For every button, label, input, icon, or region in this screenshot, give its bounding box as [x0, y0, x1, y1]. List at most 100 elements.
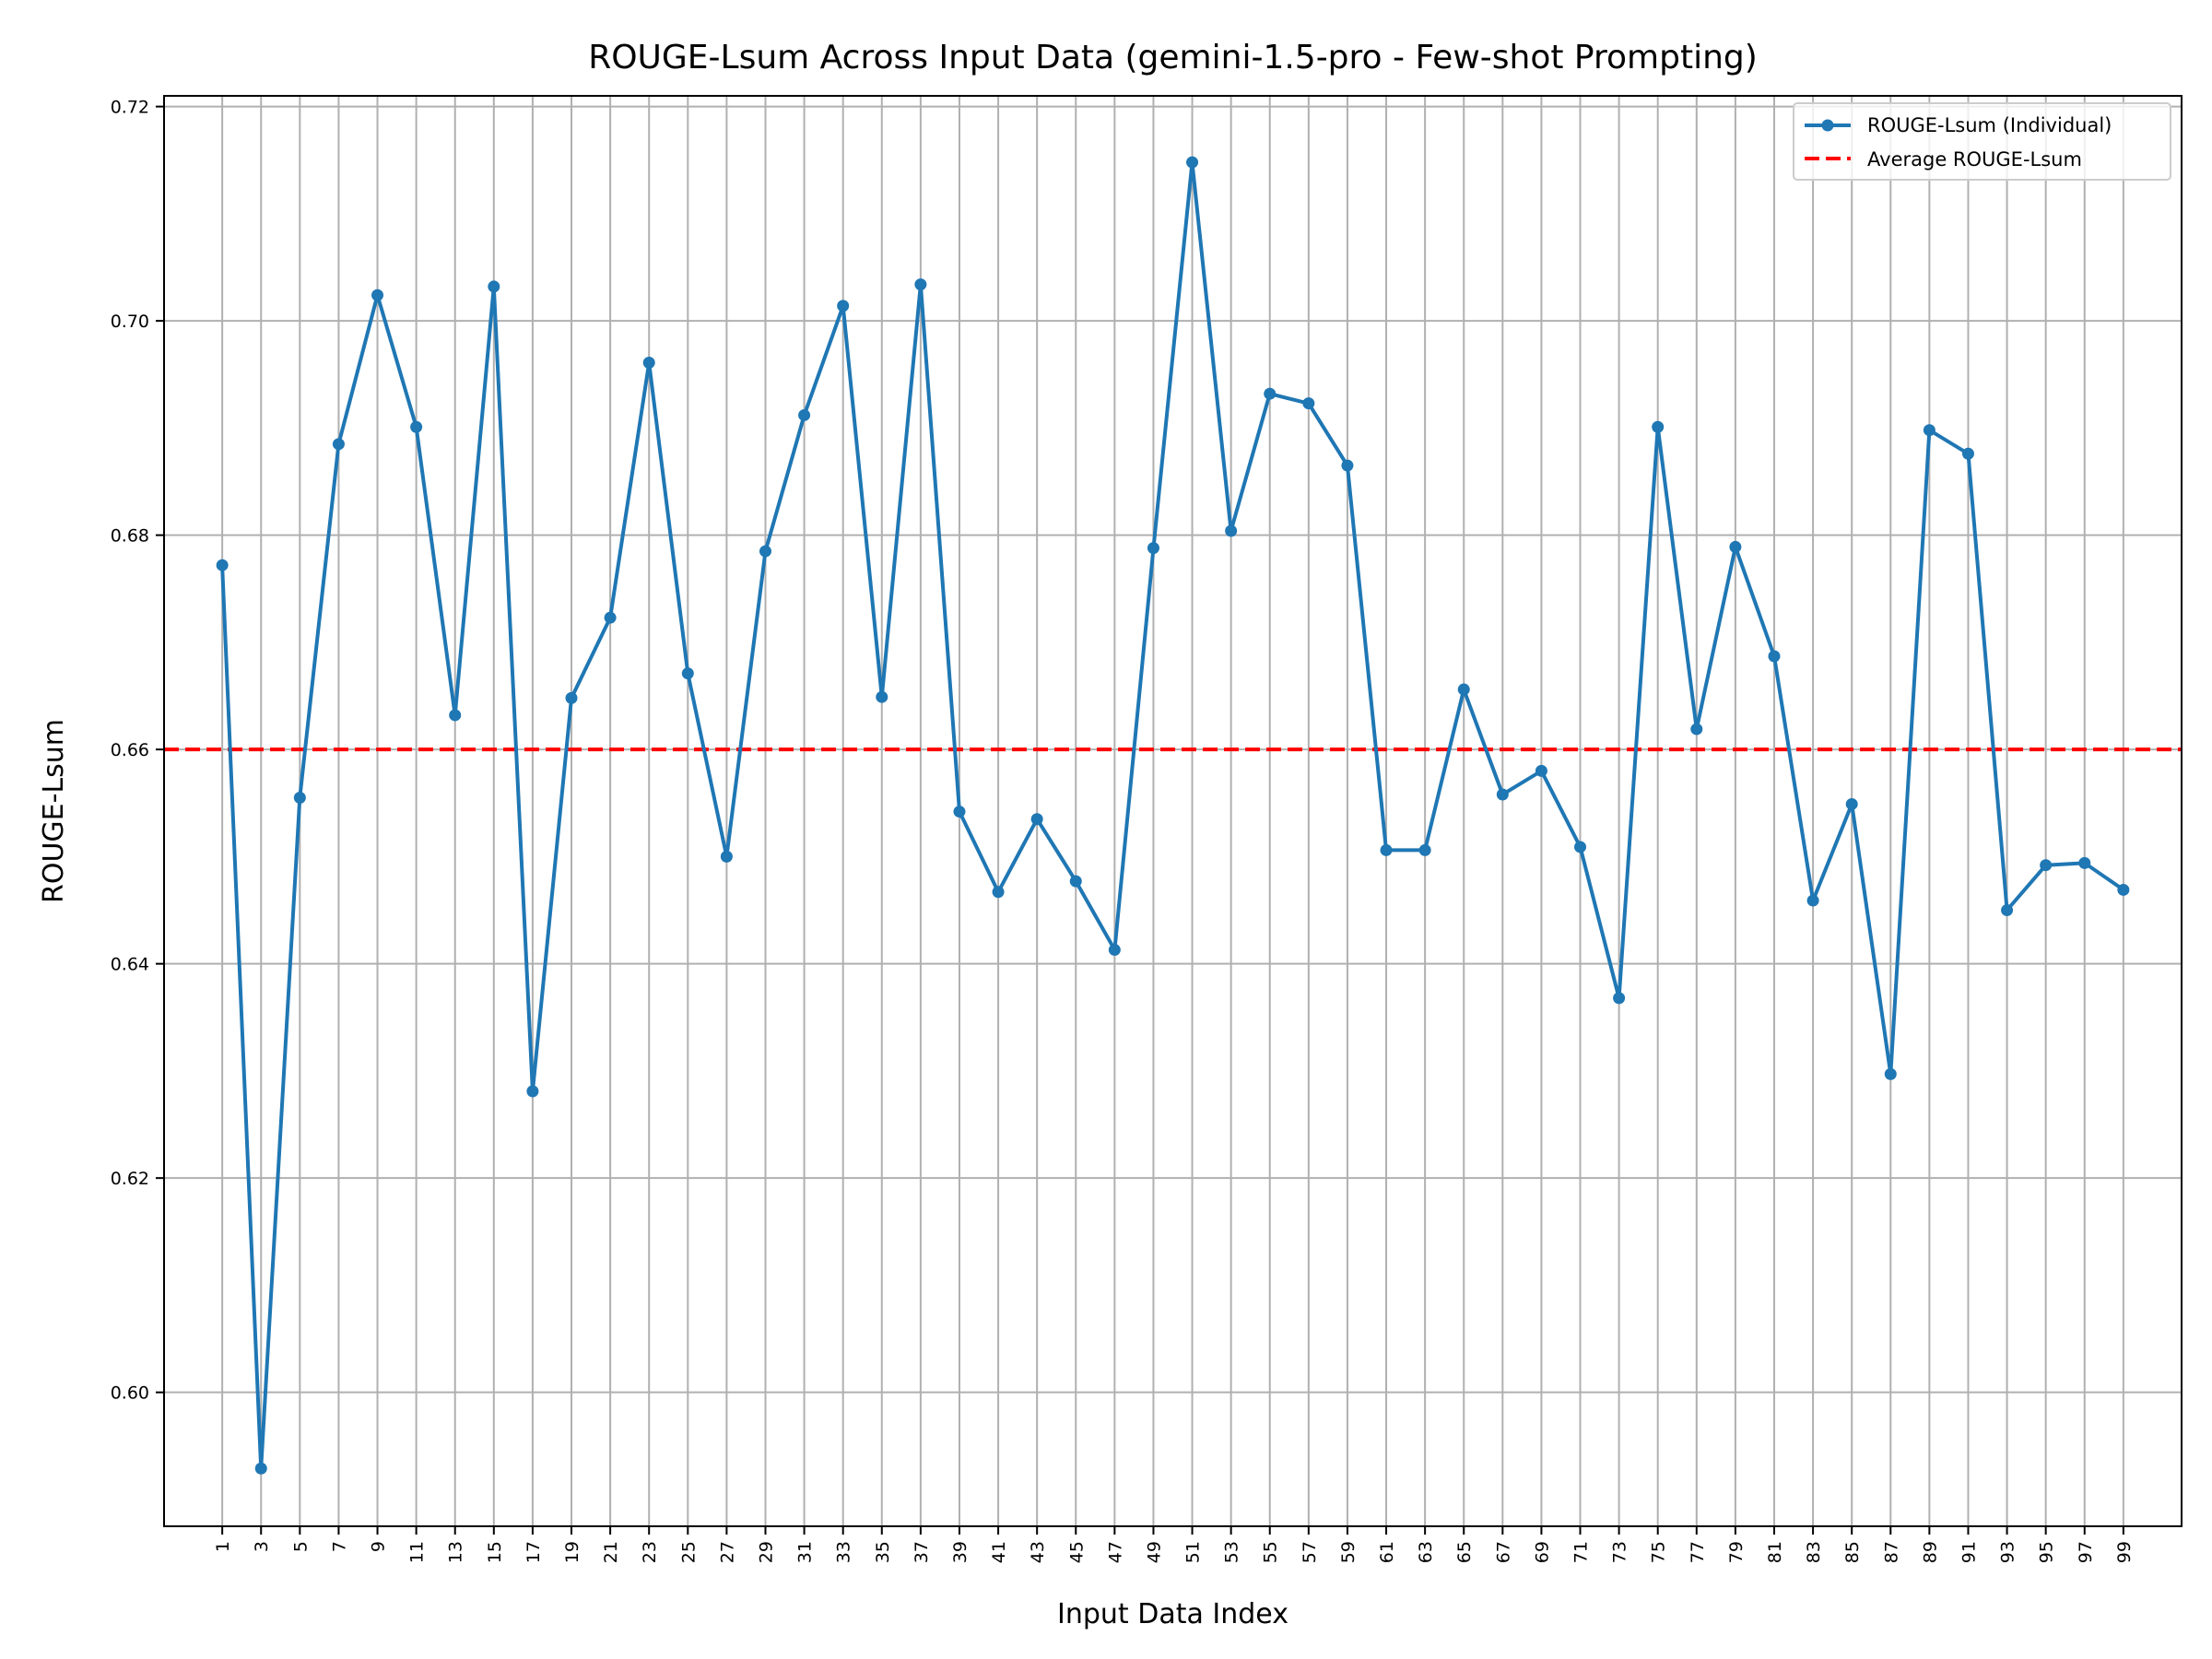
- x-tick-label: 55: [1261, 1541, 1281, 1563]
- x-tick-label: 63: [1416, 1541, 1436, 1563]
- data-point: [1574, 841, 1587, 853]
- chart-title: ROUGE-Lsum Across Input Data (gemini-1.5…: [588, 39, 1758, 76]
- series-group: [216, 156, 2130, 1475]
- data-point: [1496, 788, 1509, 801]
- data-point: [565, 691, 578, 704]
- x-tick-label: 45: [1066, 1541, 1087, 1563]
- x-tick-label: 9: [369, 1541, 389, 1552]
- data-point: [488, 280, 500, 293]
- data-point: [1457, 683, 1470, 696]
- y-tick-label: 0.70: [111, 312, 149, 332]
- y-tick-label: 0.60: [111, 1383, 149, 1404]
- x-tick-label: 31: [795, 1541, 816, 1563]
- x-tick-label: 35: [873, 1541, 893, 1563]
- x-tick-label: 73: [1610, 1541, 1630, 1563]
- data-point: [254, 1462, 267, 1475]
- data-point: [293, 791, 306, 804]
- data-point: [1264, 387, 1277, 400]
- legend-marker-individual: [1821, 119, 1834, 132]
- data-point: [953, 806, 966, 818]
- x-tick-label: 37: [912, 1541, 932, 1563]
- x-tick-label: 71: [1571, 1541, 1592, 1563]
- x-tick-label: 19: [562, 1541, 582, 1563]
- data-point: [1613, 992, 1626, 1005]
- data-point: [2040, 859, 2053, 872]
- x-tick-label: 33: [834, 1541, 854, 1563]
- data-point: [1108, 944, 1121, 957]
- data-point: [1729, 540, 1742, 553]
- x-tick-label: 65: [1454, 1541, 1475, 1563]
- y-tick-label: 0.62: [111, 1169, 149, 1189]
- x-tick-label: 81: [1765, 1541, 1785, 1563]
- data-point: [1884, 1067, 1897, 1080]
- data-point: [216, 559, 229, 571]
- data-point: [681, 667, 694, 680]
- data-point: [2001, 904, 2014, 917]
- x-tick-label: 1: [213, 1541, 233, 1552]
- y-tick-label: 0.68: [111, 526, 149, 547]
- y-axis-label: ROUGE-Lsum: [38, 719, 70, 903]
- x-tick-label: 91: [1959, 1541, 1979, 1563]
- data-point: [1380, 843, 1393, 856]
- x-tick-label: 53: [1222, 1541, 1242, 1563]
- data-point: [1806, 894, 1819, 907]
- data-point: [2078, 856, 2091, 869]
- data-point: [1225, 524, 1238, 537]
- data-point: [914, 278, 927, 291]
- data-point: [1302, 397, 1315, 410]
- data-point: [526, 1085, 539, 1098]
- data-point: [1147, 542, 1159, 555]
- x-tick-label: 39: [950, 1541, 971, 1563]
- x-tick-label: 83: [1804, 1541, 1824, 1563]
- x-tick-label: 29: [756, 1541, 776, 1563]
- x-tick-label: 23: [640, 1541, 660, 1563]
- grid-lines: [164, 96, 2182, 1526]
- x-tick-label: 95: [2037, 1541, 2057, 1563]
- x-tick-label: 59: [1338, 1541, 1359, 1563]
- plot-frame: [163, 95, 2183, 1527]
- x-tick-label: 7: [329, 1541, 349, 1552]
- data-point: [1186, 156, 1199, 169]
- legend-label-average: Average ROUGE-Lsum: [1867, 148, 2082, 171]
- series-line-individual: [220, 160, 2125, 1471]
- data-point: [798, 408, 811, 421]
- data-point: [1535, 764, 1547, 777]
- data-point: [1030, 813, 1043, 826]
- data-point: [876, 690, 888, 703]
- x-tick-label: 49: [1144, 1541, 1164, 1563]
- x-tick-label: 51: [1183, 1541, 1204, 1563]
- y-tick-label: 0.66: [111, 740, 149, 760]
- legend-box: [1793, 102, 2171, 181]
- x-tick-label: 69: [1532, 1541, 1552, 1563]
- data-point: [1768, 650, 1781, 663]
- x-tick-label: 13: [446, 1541, 466, 1563]
- x-tick-label: 17: [524, 1541, 544, 1563]
- data-point: [1341, 459, 1354, 472]
- data-point: [332, 438, 345, 451]
- x-tick-label: 21: [601, 1541, 621, 1563]
- data-point: [992, 886, 1005, 899]
- data-point: [1845, 797, 1858, 810]
- x-tick-label: 77: [1688, 1541, 1708, 1563]
- x-tick-label: 11: [407, 1541, 428, 1563]
- x-tick-label: 47: [1105, 1541, 1125, 1563]
- data-point: [642, 356, 655, 369]
- x-tick-label: 61: [1377, 1541, 1397, 1563]
- x-tick-label: 89: [1920, 1541, 1940, 1563]
- data-point: [410, 420, 423, 433]
- data-point: [1961, 447, 1974, 460]
- x-tick-label: 79: [1726, 1541, 1747, 1563]
- y-tick-label: 0.72: [111, 98, 149, 118]
- data-point: [604, 611, 617, 624]
- data-point: [449, 709, 462, 722]
- x-tick-label: 87: [1881, 1541, 1901, 1563]
- data-point: [1652, 420, 1665, 433]
- data-point: [371, 288, 384, 301]
- x-tick-label: 41: [989, 1541, 1009, 1563]
- x-tick-label: 67: [1493, 1541, 1513, 1563]
- axis-ticks: 1 3 5 7 9 11 13 15 17 19 21 23 25 27 29 31 33 35 37 39 41 43 4…: [111, 98, 2135, 1564]
- y-tick-label: 0.64: [111, 955, 149, 975]
- data-point: [1923, 424, 1936, 437]
- x-tick-label: 99: [2114, 1541, 2135, 1563]
